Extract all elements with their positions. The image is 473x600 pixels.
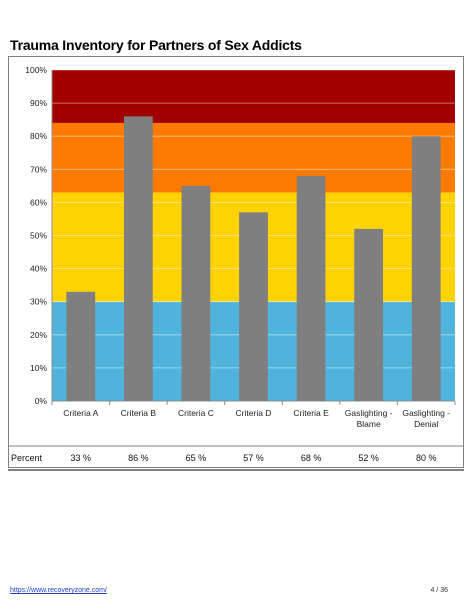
y-tick-label: 30%: [30, 297, 47, 307]
y-tick-label: 50%: [30, 231, 47, 241]
table-cell-value: 57 %: [243, 453, 264, 463]
chart-title: Trauma Inventory for Partners of Sex Add…: [10, 37, 302, 53]
x-tick-label: Criteria C: [178, 408, 214, 418]
table-cell-value: 33 %: [71, 453, 92, 463]
x-tick-label: Criteria B: [121, 408, 157, 418]
x-tick-label: Gaslighting -: [345, 408, 393, 418]
bar-1: [66, 291, 96, 401]
x-tick-label: Criteria A: [63, 408, 98, 418]
bar-7: [411, 136, 441, 401]
x-tick-label: Gaslighting -: [402, 408, 450, 418]
footer-link[interactable]: https://www.recoveryzone.com/: [10, 587, 107, 594]
table-cell-value: 80 %: [416, 453, 437, 463]
bar-3: [181, 185, 211, 401]
y-tick-label: 20%: [30, 330, 47, 340]
bar-2: [123, 116, 153, 401]
y-tick-label: 90%: [30, 98, 47, 108]
y-tick-label: 10%: [30, 363, 47, 373]
background-band-3: [52, 70, 455, 123]
y-tick-label: 60%: [30, 197, 47, 207]
table-cell-value: 86 %: [128, 453, 149, 463]
y-tick-label: 40%: [30, 264, 47, 274]
y-tick-label: 0%: [35, 396, 48, 406]
background-band-2: [52, 122, 455, 193]
y-tick-label: 100%: [25, 65, 47, 75]
x-tick-label: Denial: [414, 419, 438, 429]
x-tick-label: Criteria D: [236, 408, 272, 418]
bar-4: [239, 212, 268, 401]
x-tick-label: Criteria E: [293, 408, 329, 418]
table-cell-value: 68 %: [301, 453, 322, 463]
y-tick-label: 80%: [30, 131, 47, 141]
table-cell-value: 52 %: [358, 453, 379, 463]
chart-frame: [8, 56, 464, 468]
y-tick-label: 70%: [30, 164, 47, 174]
table-row-label: Percent: [11, 453, 43, 463]
x-tick-label: Blame: [357, 419, 381, 429]
bar-5: [296, 175, 326, 401]
page-number: 4 / 36: [430, 587, 448, 594]
bar-6: [354, 228, 384, 401]
table-cell-value: 65 %: [186, 453, 207, 463]
